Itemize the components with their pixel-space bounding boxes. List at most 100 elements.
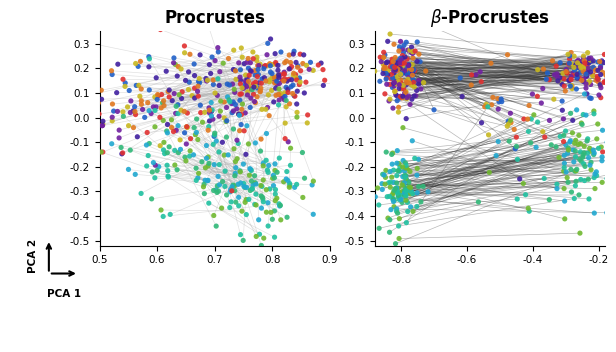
Point [254, 80, 264, 86]
Point [591, 68, 601, 73]
Point [379, 50, 389, 55]
Point [394, 168, 404, 174]
Point [261, 157, 271, 163]
Point [185, 51, 195, 57]
Point [599, 80, 609, 85]
Point [398, 181, 408, 186]
Point [388, 62, 398, 68]
Point [588, 65, 598, 70]
Point [403, 65, 413, 70]
Point [235, 128, 245, 133]
Point [136, 58, 145, 64]
Point [206, 100, 216, 105]
Point [245, 73, 254, 78]
Point [379, 66, 389, 71]
Point [402, 220, 411, 226]
Point [399, 49, 408, 55]
Point [283, 139, 293, 145]
Point [395, 164, 405, 170]
Point [272, 81, 282, 87]
Point [238, 238, 248, 243]
Point [394, 223, 403, 229]
Point [384, 230, 394, 235]
Point [241, 212, 251, 218]
Point [262, 63, 272, 69]
Point [566, 77, 576, 82]
Point [477, 120, 487, 126]
Point [108, 101, 118, 107]
Point [414, 78, 424, 83]
Point [393, 67, 403, 72]
Point [388, 105, 398, 111]
Point [274, 72, 283, 78]
Point [381, 70, 391, 76]
Point [394, 193, 403, 198]
Point [559, 165, 569, 170]
Point [555, 60, 565, 65]
Point [404, 74, 414, 80]
Point [585, 162, 595, 168]
Point [398, 174, 408, 180]
Point [253, 74, 262, 79]
Point [546, 142, 556, 147]
Point [591, 173, 601, 178]
Point [591, 77, 601, 83]
Point [198, 184, 208, 190]
Point [180, 50, 190, 56]
Point [270, 161, 280, 167]
Point [229, 108, 238, 114]
Point [513, 157, 522, 162]
Point [200, 109, 209, 115]
Point [390, 64, 400, 70]
Point [397, 189, 407, 195]
Point [398, 93, 408, 99]
Point [229, 99, 238, 105]
Point [559, 133, 569, 138]
Point [205, 118, 214, 124]
Point [147, 196, 156, 202]
Point [416, 86, 426, 92]
Point [416, 19, 426, 25]
Point [180, 155, 190, 160]
Point [589, 152, 599, 157]
Point [400, 186, 410, 192]
Point [568, 70, 578, 76]
Point [586, 167, 596, 172]
Point [166, 117, 176, 122]
Point [261, 187, 271, 193]
Point [581, 71, 591, 77]
Point [493, 106, 503, 112]
Point [120, 80, 130, 86]
Point [214, 113, 224, 119]
Point [387, 84, 397, 90]
Point [227, 184, 237, 190]
Point [204, 124, 214, 130]
Point [289, 70, 299, 76]
Point [164, 94, 174, 100]
Point [583, 80, 593, 86]
Point [237, 45, 246, 51]
Point [457, 94, 467, 99]
Point [286, 59, 296, 65]
Point [307, 182, 317, 188]
Point [244, 82, 254, 88]
Point [243, 89, 253, 95]
Point [588, 58, 598, 64]
Point [230, 102, 240, 107]
Point [585, 145, 594, 151]
Point [237, 85, 247, 91]
Point [117, 151, 127, 157]
Point [265, 77, 275, 83]
Point [559, 76, 569, 82]
Point [169, 55, 179, 61]
Point [523, 116, 533, 122]
Point [566, 166, 576, 172]
Point [524, 208, 534, 214]
Point [559, 168, 569, 174]
Point [270, 187, 280, 193]
Point [392, 58, 402, 63]
Point [394, 82, 404, 88]
Point [394, 161, 404, 166]
Point [201, 165, 211, 171]
Point [503, 52, 513, 58]
